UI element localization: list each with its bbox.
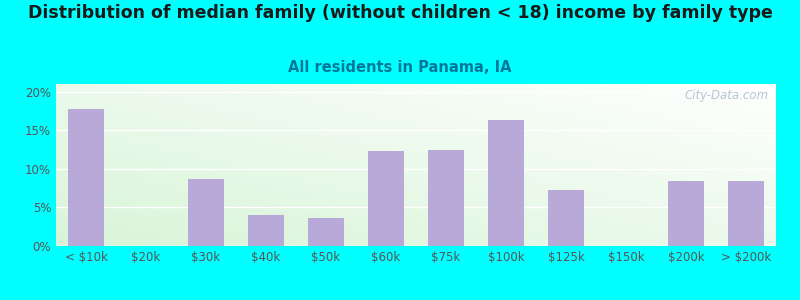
Bar <box>68 109 104 246</box>
Bar <box>428 150 464 246</box>
Text: City-Data.com: City-Data.com <box>685 89 769 102</box>
Bar <box>668 181 704 246</box>
Bar <box>188 179 224 246</box>
Bar <box>308 218 344 246</box>
Bar <box>488 120 524 246</box>
Text: Distribution of median family (without children < 18) income by family type: Distribution of median family (without c… <box>27 4 773 22</box>
Bar <box>728 181 764 246</box>
Bar <box>248 215 284 246</box>
Text: All residents in Panama, IA: All residents in Panama, IA <box>288 60 512 75</box>
Bar <box>548 190 584 246</box>
Bar <box>368 151 404 246</box>
